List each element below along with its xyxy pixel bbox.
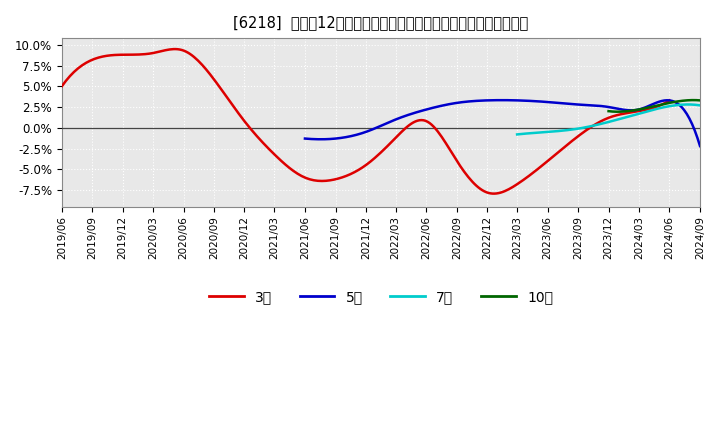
Legend: 3年, 5年, 7年, 10年: 3年, 5年, 7年, 10年 (203, 284, 559, 309)
Title: [6218]  売上高12か月移動合計の対前年同期増減率の平均値の推移: [6218] 売上高12か月移動合計の対前年同期増減率の平均値の推移 (233, 15, 528, 30)
